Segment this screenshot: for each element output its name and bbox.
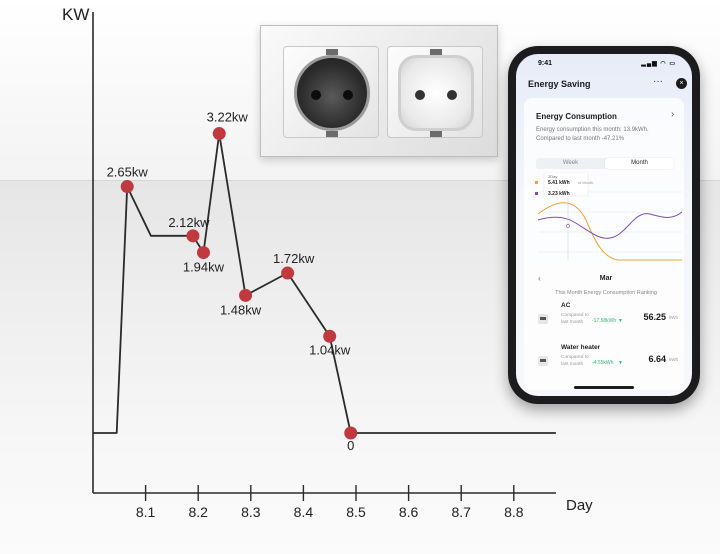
socket-clip xyxy=(326,131,338,137)
signal-wifi-battery-icon: ▂▄▆ ◠ ▭ xyxy=(641,61,676,67)
consumption-value: 6.64 xyxy=(648,354,666,364)
x-tick-label: 8.6 xyxy=(399,504,419,520)
close-icon[interactable]: × xyxy=(676,78,687,89)
data-label: 1.94kw xyxy=(183,260,225,275)
data-point xyxy=(344,426,358,440)
data-point xyxy=(239,288,253,302)
device-name: Water heater xyxy=(561,344,601,351)
crosshair-point xyxy=(566,224,570,228)
socket-pin-hole xyxy=(343,90,353,100)
data-label: 1.48kw xyxy=(220,302,262,317)
x-tick-label: 8.1 xyxy=(136,504,156,520)
data-point xyxy=(281,266,295,280)
data-point xyxy=(212,127,226,141)
last-month-line xyxy=(537,202,682,261)
delta-value: -17.58kWh xyxy=(592,318,617,324)
card-description: Energy consumption this month: 13.9kWh. … xyxy=(536,127,649,142)
status-bar: 9:41 ▂▄▆ ◠ ▭ xyxy=(516,58,692,72)
x-tick-label: 8.7 xyxy=(451,504,471,520)
more-icon[interactable]: ··· xyxy=(653,76,663,87)
data-point xyxy=(196,246,210,260)
card-title[interactable]: Energy Consumption xyxy=(536,112,617,121)
data-label: 2.12kw xyxy=(168,215,210,230)
smart-plug xyxy=(387,46,483,138)
background-horizon xyxy=(0,180,720,181)
energy-card xyxy=(524,98,684,390)
y-axis-label: KW xyxy=(62,5,89,24)
month-navigator: ‹ Mar xyxy=(536,274,676,286)
data-label: 2.65kw xyxy=(107,165,149,180)
delta-value: -4.55kWh xyxy=(592,360,614,366)
socket-recess xyxy=(294,55,370,131)
series-line xyxy=(93,132,556,434)
consumption-value: 56.25 xyxy=(643,312,666,322)
chevron-right-icon[interactable]: › xyxy=(671,109,675,120)
tab-week[interactable]: Week xyxy=(562,160,579,166)
status-time: 9:41 xyxy=(538,60,553,67)
month-label: Mar xyxy=(599,275,613,282)
consumption-unit: kWh xyxy=(669,315,678,320)
x-axis-label: Day xyxy=(566,497,593,514)
smart-plug-face xyxy=(398,55,474,131)
legend-swatch xyxy=(535,192,538,195)
tooltip-box xyxy=(543,172,589,197)
tab-month[interactable]: Month xyxy=(605,158,674,169)
data-label: 1.04kw xyxy=(309,342,351,357)
socket-clip xyxy=(430,131,442,137)
period-segment: Week Month xyxy=(536,158,674,169)
data-point xyxy=(120,180,134,194)
water-heater-icon xyxy=(538,356,548,366)
plug-pin-hole xyxy=(447,90,457,100)
legend-value: 5.41 kWh xyxy=(548,180,570,186)
socket-clip xyxy=(326,49,338,55)
data-label: 0 xyxy=(347,438,354,453)
compare-label: Compared to last month xyxy=(561,355,589,367)
tooltip-header: 2Day xyxy=(548,174,557,179)
list-item-ac[interactable]: AC Compared to last month -17.58kWh ▼ 56… xyxy=(536,302,682,338)
phone-screen: 9:41 ▂▄▆ ◠ ▭ Energy Saving ··· × Energy … xyxy=(516,54,692,396)
x-tick-label: 8.3 xyxy=(241,504,261,520)
chevron-left-icon[interactable]: ‹ xyxy=(538,274,541,283)
home-indicator xyxy=(574,386,634,389)
data-point xyxy=(323,329,337,343)
socket-outlet xyxy=(283,46,379,138)
list-item-water-heater[interactable]: Water heater Compared to last month -4.5… xyxy=(536,344,682,380)
x-tick-label: 8.2 xyxy=(188,504,208,520)
data-point xyxy=(186,229,200,243)
legend-swatch xyxy=(535,181,538,184)
arrow-down-icon: ▼ xyxy=(618,318,623,324)
x-tick-label: 8.4 xyxy=(294,504,314,520)
air-conditioner-icon xyxy=(538,314,548,324)
legend-value: 3.23 kWh xyxy=(548,191,570,197)
socket-clip xyxy=(430,49,442,55)
app-bar: Energy Saving ··· × xyxy=(516,76,692,94)
data-label: 1.72kw xyxy=(273,251,315,266)
smartphone: 9:41 ▂▄▆ ◠ ▭ Energy Saving ··· × Energy … xyxy=(508,46,700,404)
compare-label: Compared to last month xyxy=(561,313,589,325)
ranking-title: This Month Energy Consumption Ranking xyxy=(555,290,657,296)
socket-pin-hole xyxy=(311,90,321,100)
this-month-line xyxy=(537,211,683,239)
data-label: 3.22kw xyxy=(207,110,249,125)
device-name: AC xyxy=(561,302,571,309)
x-tick-label: 8.5 xyxy=(346,504,366,520)
legend-note: st Month xyxy=(578,180,593,185)
arrow-down-icon: ▼ xyxy=(618,360,623,366)
plug-pin-hole xyxy=(415,90,425,100)
x-tick-label: 8.8 xyxy=(504,504,524,520)
wall-socket-frame xyxy=(260,25,498,157)
app-title: Energy Saving xyxy=(528,79,591,89)
consumption-unit: kWh xyxy=(669,357,678,362)
